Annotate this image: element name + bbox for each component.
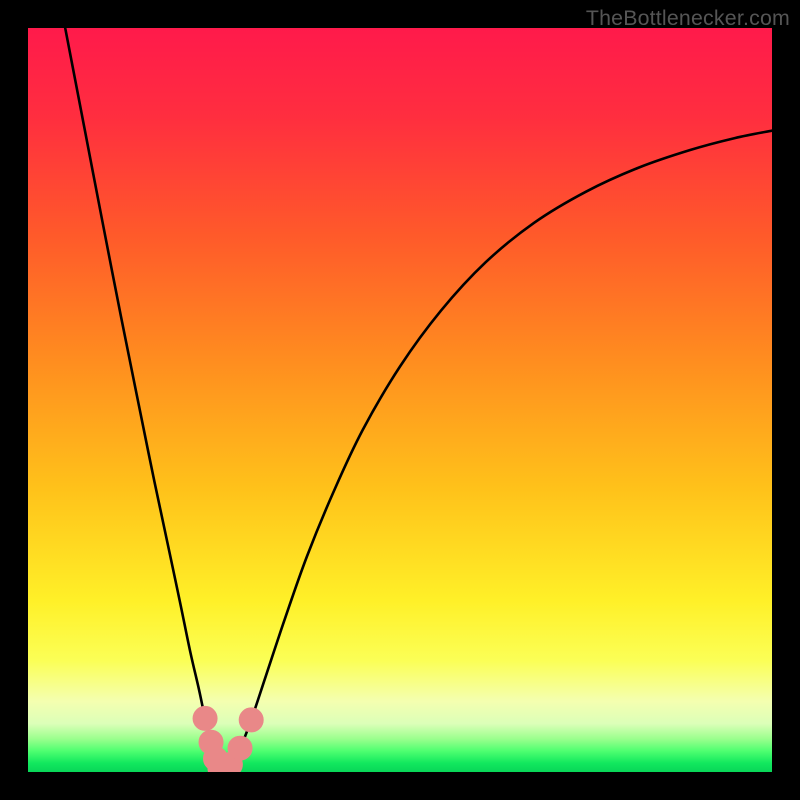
- marker-point: [239, 708, 263, 732]
- chart-svg: [0, 0, 800, 800]
- chart-stage: TheBottlenecker.com: [0, 0, 800, 800]
- marker-point: [193, 706, 217, 730]
- marker-point: [228, 736, 252, 760]
- watermark-label: TheBottlenecker.com: [586, 6, 790, 31]
- plot-background-gradient: [28, 28, 772, 772]
